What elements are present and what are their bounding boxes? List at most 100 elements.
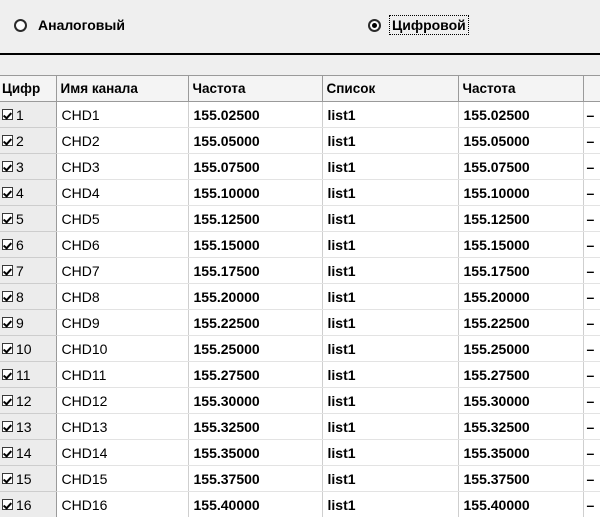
- row-number-cell[interactable]: 5: [0, 205, 57, 232]
- row-number-cell[interactable]: 4: [0, 179, 57, 206]
- channel-name-cell[interactable]: CHD13: [56, 413, 189, 440]
- table-row[interactable]: 2 CHD2 155.05000 list1 155.05000–: [0, 127, 600, 154]
- list-cell[interactable]: list1: [322, 465, 459, 492]
- frequency-primary-cell[interactable]: 155.10000: [188, 179, 323, 206]
- frequency-secondary-cell[interactable]: 155.35000: [458, 439, 584, 466]
- table-row[interactable]: 1 CHD1 155.02500 list1 155.02500–: [0, 101, 600, 128]
- row-number-cell[interactable]: 12: [0, 387, 57, 414]
- list-cell[interactable]: list1: [322, 205, 459, 232]
- row-checkbox-icon[interactable]: [2, 161, 13, 172]
- row-number-cell[interactable]: 7: [0, 257, 57, 284]
- extra-cell[interactable]: –: [583, 491, 600, 517]
- frequency-secondary-cell[interactable]: 155.07500: [458, 153, 584, 180]
- frequency-secondary-cell[interactable]: 155.30000: [458, 387, 584, 414]
- list-cell[interactable]: list1: [322, 361, 459, 388]
- table-row[interactable]: 5 CHD5 155.12500 list1 155.12500–: [0, 205, 600, 232]
- extra-cell[interactable]: –: [583, 309, 600, 336]
- table-row[interactable]: 4 CHD4 155.10000 list1 155.10000–: [0, 179, 600, 206]
- list-cell[interactable]: list1: [322, 127, 459, 154]
- radio-option-analog[interactable]: Аналоговый: [14, 14, 127, 36]
- row-checkbox-icon[interactable]: [2, 447, 13, 458]
- table-row[interactable]: 10 CHD10 155.25000 list1 155.25000–: [0, 335, 600, 362]
- frequency-secondary-cell[interactable]: 155.37500: [458, 465, 584, 492]
- list-cell[interactable]: list1: [322, 439, 459, 466]
- row-number-cell[interactable]: 2: [0, 127, 57, 154]
- channel-name-cell[interactable]: CHD14: [56, 439, 189, 466]
- frequency-primary-cell[interactable]: 155.20000: [188, 283, 323, 310]
- extra-cell[interactable]: –: [583, 101, 600, 128]
- frequency-primary-cell[interactable]: 155.32500: [188, 413, 323, 440]
- extra-cell[interactable]: –: [583, 283, 600, 310]
- row-checkbox-icon[interactable]: [2, 135, 13, 146]
- frequency-secondary-cell[interactable]: 155.17500: [458, 257, 584, 284]
- list-cell[interactable]: list1: [322, 413, 459, 440]
- row-number-cell[interactable]: 16: [0, 491, 57, 517]
- column-header-freq2[interactable]: Частота: [458, 75, 584, 102]
- channel-name-cell[interactable]: CHD5: [56, 205, 189, 232]
- channel-name-cell[interactable]: CHD10: [56, 335, 189, 362]
- row-checkbox-icon[interactable]: [2, 187, 13, 198]
- list-cell[interactable]: list1: [322, 257, 459, 284]
- row-number-cell[interactable]: 14: [0, 439, 57, 466]
- row-number-cell[interactable]: 3: [0, 153, 57, 180]
- row-number-cell[interactable]: 6: [0, 231, 57, 258]
- channel-name-cell[interactable]: CHD7: [56, 257, 189, 284]
- extra-cell[interactable]: –: [583, 465, 600, 492]
- channel-name-cell[interactable]: CHD6: [56, 231, 189, 258]
- channel-name-cell[interactable]: CHD12: [56, 387, 189, 414]
- list-cell[interactable]: list1: [322, 153, 459, 180]
- table-row[interactable]: 8 CHD8 155.20000 list1 155.20000–: [0, 283, 600, 310]
- frequency-primary-cell[interactable]: 155.27500: [188, 361, 323, 388]
- table-row[interactable]: 14 CHD14 155.35000 list1 155.35000–: [0, 439, 600, 466]
- list-cell[interactable]: list1: [322, 231, 459, 258]
- frequency-primary-cell[interactable]: 155.22500: [188, 309, 323, 336]
- row-checkbox-icon[interactable]: [2, 369, 13, 380]
- row-number-cell[interactable]: 9: [0, 309, 57, 336]
- row-checkbox-icon[interactable]: [2, 291, 13, 302]
- frequency-secondary-cell[interactable]: 155.10000: [458, 179, 584, 206]
- table-row[interactable]: 11 CHD11 155.27500 list1 155.27500–: [0, 361, 600, 388]
- frequency-secondary-cell[interactable]: 155.25000: [458, 335, 584, 362]
- frequency-secondary-cell[interactable]: 155.32500: [458, 413, 584, 440]
- channel-name-cell[interactable]: CHD16: [56, 491, 189, 517]
- column-header-num[interactable]: Цифр: [0, 75, 57, 102]
- column-header-name[interactable]: Имя канала: [56, 75, 189, 102]
- row-number-cell[interactable]: 1: [0, 101, 57, 128]
- radio-option-digital[interactable]: Цифровой: [368, 14, 469, 36]
- extra-cell[interactable]: –: [583, 127, 600, 154]
- table-row[interactable]: 12 CHD12 155.30000 list1 155.30000–: [0, 387, 600, 414]
- frequency-secondary-cell[interactable]: 155.02500: [458, 101, 584, 128]
- extra-cell[interactable]: –: [583, 205, 600, 232]
- row-checkbox-icon[interactable]: [2, 239, 13, 250]
- table-row[interactable]: 6 CHD6 155.15000 list1 155.15000–: [0, 231, 600, 258]
- row-number-cell[interactable]: 13: [0, 413, 57, 440]
- row-checkbox-icon[interactable]: [2, 343, 13, 354]
- row-checkbox-icon[interactable]: [2, 395, 13, 406]
- row-checkbox-icon[interactable]: [2, 473, 13, 484]
- table-row[interactable]: 9 CHD9 155.22500 list1 155.22500–: [0, 309, 600, 336]
- frequency-primary-cell[interactable]: 155.37500: [188, 465, 323, 492]
- list-cell[interactable]: list1: [322, 283, 459, 310]
- table-row[interactable]: 15 CHD15 155.37500 list1 155.37500–: [0, 465, 600, 492]
- frequency-secondary-cell[interactable]: 155.22500: [458, 309, 584, 336]
- channel-name-cell[interactable]: CHD3: [56, 153, 189, 180]
- table-row[interactable]: 3 CHD3 155.07500 list1 155.07500–: [0, 153, 600, 180]
- list-cell[interactable]: list1: [322, 335, 459, 362]
- channel-name-cell[interactable]: CHD1: [56, 101, 189, 128]
- column-header-extra[interactable]: [583, 75, 600, 102]
- column-header-freq1[interactable]: Частота: [188, 75, 323, 102]
- channel-name-cell[interactable]: CHD15: [56, 465, 189, 492]
- row-checkbox-icon[interactable]: [2, 213, 13, 224]
- frequency-primary-cell[interactable]: 155.02500: [188, 101, 323, 128]
- extra-cell[interactable]: –: [583, 153, 600, 180]
- frequency-primary-cell[interactable]: 155.35000: [188, 439, 323, 466]
- frequency-secondary-cell[interactable]: 155.15000: [458, 231, 584, 258]
- row-number-cell[interactable]: 8: [0, 283, 57, 310]
- channel-name-cell[interactable]: CHD2: [56, 127, 189, 154]
- row-number-cell[interactable]: 15: [0, 465, 57, 492]
- frequency-primary-cell[interactable]: 155.30000: [188, 387, 323, 414]
- list-cell[interactable]: list1: [322, 309, 459, 336]
- radio-analog-icon[interactable]: [14, 18, 27, 32]
- frequency-primary-cell[interactable]: 155.25000: [188, 335, 323, 362]
- list-cell[interactable]: list1: [322, 491, 459, 517]
